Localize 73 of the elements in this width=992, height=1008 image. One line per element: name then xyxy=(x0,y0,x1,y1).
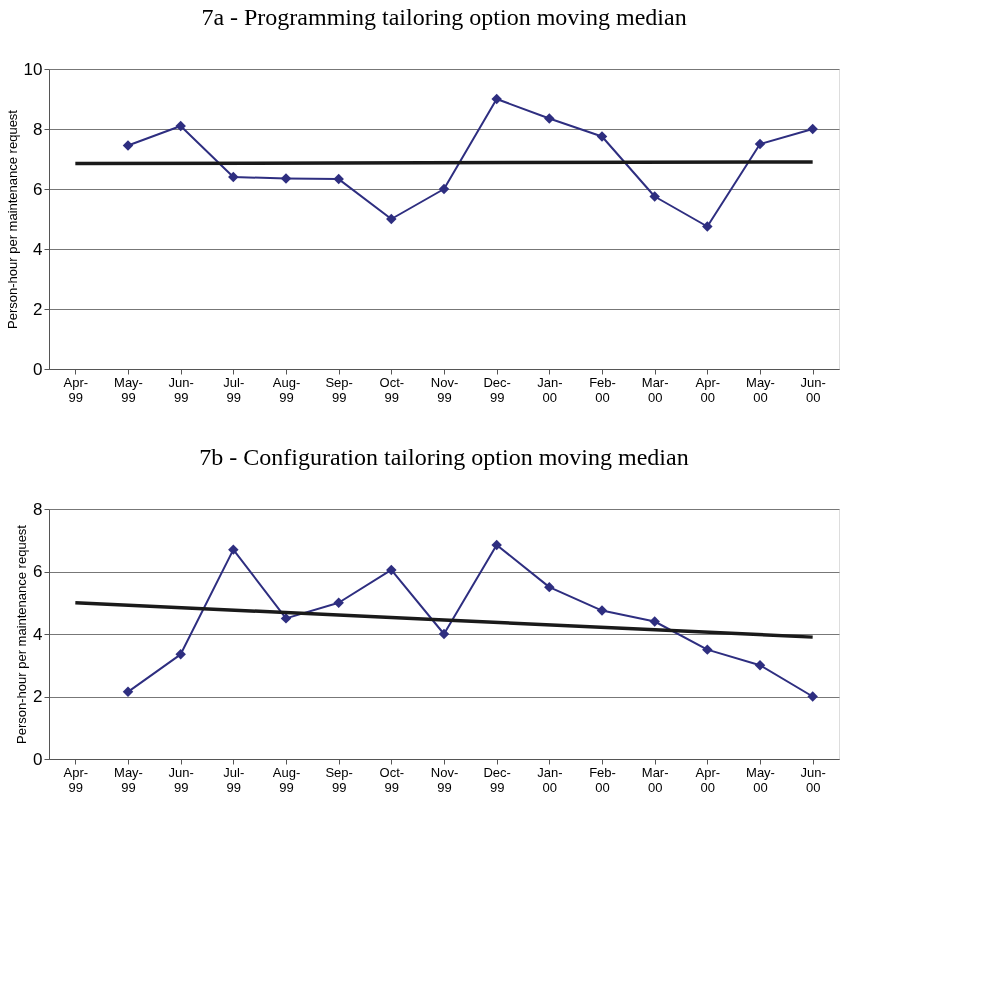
point xyxy=(438,183,450,195)
x-tick-label: May-00 xyxy=(746,374,775,405)
point xyxy=(544,581,555,593)
x-tick-label: May-99 xyxy=(114,764,143,795)
point xyxy=(754,660,766,671)
y-tick-label: 8 xyxy=(33,499,43,519)
point xyxy=(491,539,502,551)
x-tick-label: Nov-99 xyxy=(430,374,459,405)
x-tick-label: Nov-99 xyxy=(430,764,459,795)
x-tick-label: Apr-00 xyxy=(695,374,721,405)
x-tick-label: Sep-99 xyxy=(325,374,353,405)
point xyxy=(491,93,502,105)
x-tick-label: Mar-00 xyxy=(641,764,669,795)
point xyxy=(596,131,608,142)
chart-title: 7a - Programming tailoring option moving median xyxy=(201,4,687,30)
x-tick-label: May-99 xyxy=(114,374,143,405)
point xyxy=(596,605,608,616)
point xyxy=(228,171,239,183)
point xyxy=(702,644,713,655)
point xyxy=(280,613,292,624)
point xyxy=(122,686,134,698)
point xyxy=(333,597,344,608)
point xyxy=(386,213,397,225)
point xyxy=(280,173,292,184)
point xyxy=(175,649,186,660)
y-tick-label: 6 xyxy=(33,562,43,581)
y-tick-label: 2 xyxy=(33,299,43,319)
x-tick-label: Jan-00 xyxy=(537,764,563,795)
y-tick-label: 8 xyxy=(33,119,43,139)
x-tick-label: Mar-00 xyxy=(641,374,669,405)
y-axis-title: Person-hour per maintenance request xyxy=(14,524,30,744)
x-tick-label: Jul-99 xyxy=(223,764,245,795)
x-tick-label: Oct-99 xyxy=(379,764,405,795)
x-tick-label: Jun-00 xyxy=(800,374,826,405)
point xyxy=(807,123,818,135)
x-tick-label: Oct-99 xyxy=(379,374,405,405)
point xyxy=(386,564,397,576)
point xyxy=(754,138,766,150)
point xyxy=(228,544,239,555)
x-tick-label: Aug-99 xyxy=(272,374,301,405)
y-tick-label: 0 xyxy=(33,749,43,769)
y-tick-label: 4 xyxy=(33,239,43,259)
y-tick-label: 4 xyxy=(33,624,43,644)
point xyxy=(175,120,186,132)
x-tick-label: May-00 xyxy=(746,764,775,795)
point xyxy=(544,113,555,124)
chart-title: 7b - Configuration tailoring option moving median xyxy=(199,444,689,470)
point xyxy=(702,221,713,232)
point xyxy=(122,140,134,151)
y-tick-label: 6 xyxy=(33,179,43,199)
y-tick-label: 0 xyxy=(33,359,43,379)
x-tick-label: Feb-00 xyxy=(589,764,616,795)
x-tick-label: Dec-99 xyxy=(483,374,511,405)
x-tick-label: Aug-99 xyxy=(272,764,301,795)
x-tick-label: Jun-99 xyxy=(168,764,194,795)
x-tick-label: Sep-99 xyxy=(325,764,353,795)
x-tick-label: Dec-99 xyxy=(483,764,511,795)
point xyxy=(649,191,660,202)
y-tick-label: 2 xyxy=(33,687,43,706)
x-tick-label: Apr-00 xyxy=(695,764,721,795)
point xyxy=(807,691,818,702)
x-tick-label: Jul-99 xyxy=(223,374,245,405)
x-tick-label: Jun-99 xyxy=(168,374,194,405)
x-tick-label: Jun-00 xyxy=(800,764,826,795)
x-tick-label: Jan-00 xyxy=(537,374,563,405)
x-tick-label: Apr-99 xyxy=(63,374,89,405)
point xyxy=(438,628,450,640)
y-axis-title: Person-hour per maintenance request xyxy=(4,109,20,329)
x-tick-label: Apr-99 xyxy=(63,764,89,795)
point xyxy=(649,616,660,627)
x-tick-label: Feb-00 xyxy=(589,374,616,405)
point xyxy=(333,173,344,185)
y-tick-label: 10 xyxy=(23,59,43,79)
